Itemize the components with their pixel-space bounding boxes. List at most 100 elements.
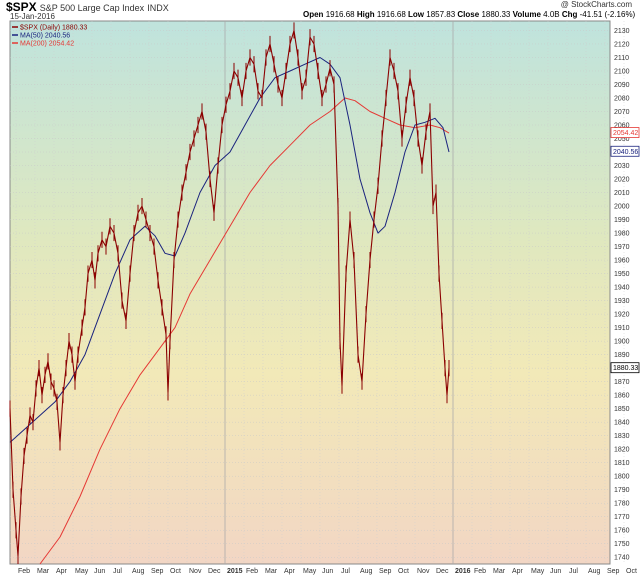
gridlines — [10, 21, 625, 564]
x-tick-label: 2015 — [227, 568, 243, 575]
x-tick-label: Oct — [626, 568, 637, 575]
y-tick-label: 2090 — [614, 82, 630, 89]
y-tick-label: 1950 — [614, 271, 630, 278]
x-tick-label: Apr — [512, 568, 524, 575]
y-tick-label: 2060 — [614, 123, 630, 130]
open-label: Open — [303, 10, 324, 19]
y-tick-label: 1800 — [614, 474, 630, 481]
y-tick-label: 1780 — [614, 501, 630, 508]
ma200-line — [39, 97, 450, 565]
y-tick-label: 1890 — [614, 352, 630, 359]
symbol: $SPX — [6, 0, 37, 14]
y-tick-label: 2000 — [614, 204, 630, 211]
y-tick-label: 1770 — [614, 514, 630, 521]
y-tick-label: 1870 — [614, 379, 630, 386]
x-tick-label: Aug — [588, 568, 601, 575]
x-tick-label: Sep — [151, 568, 164, 575]
x-tick-label: Mar — [493, 568, 506, 575]
price-line — [9, 29, 450, 557]
y-tick-label: 1830 — [614, 433, 630, 440]
y-tick-label: 1820 — [614, 447, 630, 454]
x-tick-label: Nov — [417, 568, 430, 575]
series-layer — [9, 22, 450, 565]
legend-label: $SPX (Daily) 1880.33 — [20, 25, 87, 32]
close-label: Close — [457, 10, 480, 19]
x-tick-label: Feb — [474, 568, 486, 575]
legend-label: MA(200) 2054.42 — [20, 41, 74, 48]
x-tick-label: Dec — [208, 568, 221, 575]
price-tag-box — [610, 362, 640, 374]
chart-date: 15-Jan-2016 — [10, 12, 55, 21]
y-tick-label: 1740 — [614, 555, 630, 562]
y-tick-label: 2130 — [614, 28, 630, 35]
y-tick-label: 2010 — [614, 190, 630, 197]
y-tick-label: 1930 — [614, 298, 630, 305]
ma50-tag-box — [610, 145, 640, 157]
y-tick-label: 1940 — [614, 285, 630, 292]
volume-label: Volume — [512, 10, 541, 19]
x-axis: Feb Mar Apr May Jun Jul Aug Sep Oct Nov Dec 2015 Feb… — [18, 568, 637, 575]
quote-bar: Open 1916.68 High 1916.68 Low 1857.83 Cl… — [303, 10, 635, 19]
x-tick-label: May — [75, 568, 89, 575]
y-tick-label: 1860 — [614, 393, 630, 400]
y-tick-label: 1840 — [614, 420, 630, 427]
y-tick-label: 1960 — [614, 258, 630, 265]
x-tick-label: Mar — [37, 568, 50, 575]
x-tick-label: Sep — [379, 568, 392, 575]
x-tick-label: Mar — [265, 568, 278, 575]
chart-title: $SPX S&P 500 Large Cap Index INDX — [6, 0, 169, 14]
x-tick-label: Aug — [360, 568, 373, 575]
ma200-tag-text: 2054.42 — [613, 130, 638, 137]
y-tick-label: 1990 — [614, 217, 630, 224]
price-tag-text: 1880.33 — [613, 365, 638, 372]
x-tick-label: Nov — [189, 568, 202, 575]
y-tick-label: 1980 — [614, 231, 630, 238]
y-tick-label: 2100 — [614, 68, 630, 75]
ma50-tag-text: 2040.56 — [613, 149, 638, 156]
high-label: High — [356, 10, 375, 19]
open-value: 1916.68 — [325, 10, 355, 19]
y-tick-label: 2070 — [614, 109, 630, 116]
x-tick-label: Apr — [284, 568, 296, 575]
y-tick-label: 2020 — [614, 177, 630, 184]
stockcharts-brand: @ StockCharts.com — [560, 0, 632, 9]
x-tick-label: Jul — [113, 568, 122, 575]
plot-background — [9, 20, 611, 565]
x-tick-label: Apr — [56, 568, 68, 575]
y-tick-label: 1970 — [614, 244, 630, 251]
chg-label: Chg — [561, 10, 578, 19]
x-tick-label: Dec — [436, 568, 449, 575]
y-tick-label: 1790 — [614, 487, 630, 494]
ma50-line — [9, 57, 450, 443]
x-tick-label: Aug — [132, 568, 145, 575]
x-tick-label: Feb — [18, 568, 30, 575]
x-tick-label: Feb — [246, 568, 258, 575]
exchange: INDX — [147, 3, 169, 13]
y-tick-label: 2030 — [614, 163, 630, 170]
y-tick-label: 2110 — [614, 55, 629, 62]
y-tick-label: 2050 — [614, 136, 630, 143]
y-tick-label: 2080 — [614, 95, 630, 102]
low-label: Low — [408, 10, 425, 19]
x-tick-label: Oct — [398, 568, 409, 575]
y-tick-label: 1910 — [614, 325, 630, 332]
ma200-tag-box — [610, 127, 640, 138]
x-tick-label: 2016 — [455, 568, 471, 575]
chg-value: -41.51 (-2.16%) — [579, 10, 636, 19]
x-tick-label: Jul — [569, 568, 578, 575]
x-tick-label: Sep — [607, 568, 620, 575]
y-tick-label: 1920 — [614, 312, 630, 319]
y-tick-label: 1760 — [614, 528, 630, 535]
y-tick-label: 1900 — [614, 339, 630, 346]
y-tick-label: 2120 — [614, 41, 630, 48]
x-tick-label: Jun — [94, 568, 105, 575]
x-tick-label: Jun — [322, 568, 333, 575]
x-tick-label: Jun — [550, 568, 561, 575]
x-tick-label: Jul — [341, 568, 350, 575]
x-tick-label: May — [531, 568, 545, 575]
close-value: 1880.33 — [481, 10, 511, 19]
legend-label: MA(50) 2040.56 — [20, 33, 70, 40]
x-tick-label: May — [303, 568, 317, 575]
